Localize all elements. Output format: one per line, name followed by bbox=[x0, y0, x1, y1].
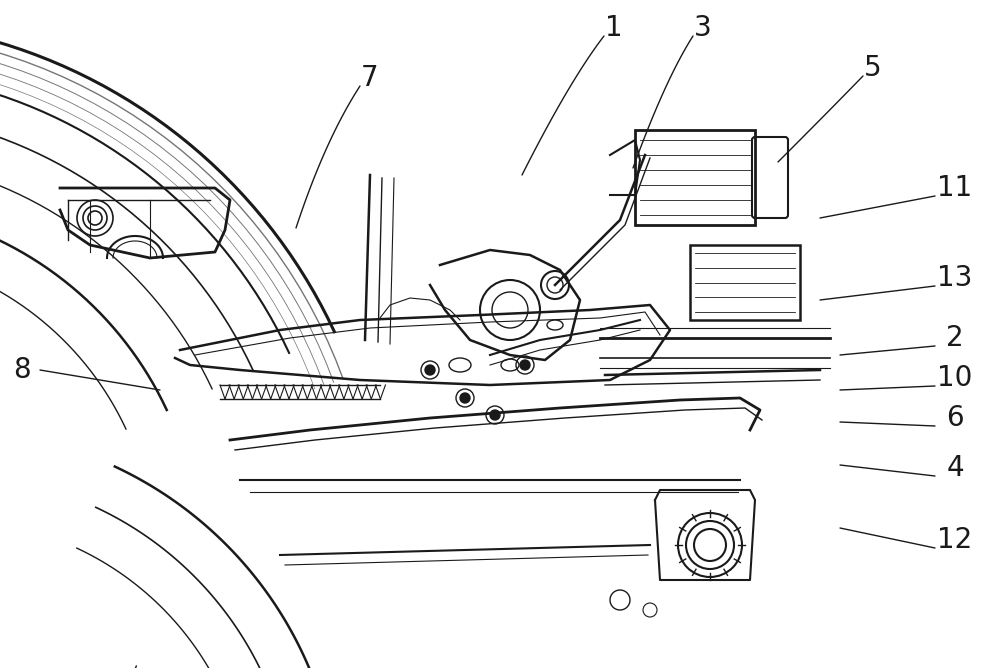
Text: 1: 1 bbox=[605, 14, 623, 42]
Circle shape bbox=[460, 393, 470, 403]
Text: 4: 4 bbox=[946, 454, 964, 482]
Text: 5: 5 bbox=[864, 54, 882, 82]
Text: 10: 10 bbox=[937, 364, 973, 392]
Text: 11: 11 bbox=[937, 174, 973, 202]
Circle shape bbox=[425, 365, 435, 375]
Text: 13: 13 bbox=[937, 264, 973, 292]
Circle shape bbox=[490, 410, 500, 420]
Text: 2: 2 bbox=[946, 324, 964, 352]
Text: 3: 3 bbox=[694, 14, 712, 42]
Circle shape bbox=[520, 360, 530, 370]
Text: 8: 8 bbox=[13, 356, 31, 384]
Text: 7: 7 bbox=[361, 64, 379, 92]
Text: 12: 12 bbox=[937, 526, 973, 554]
Text: 6: 6 bbox=[946, 404, 964, 432]
